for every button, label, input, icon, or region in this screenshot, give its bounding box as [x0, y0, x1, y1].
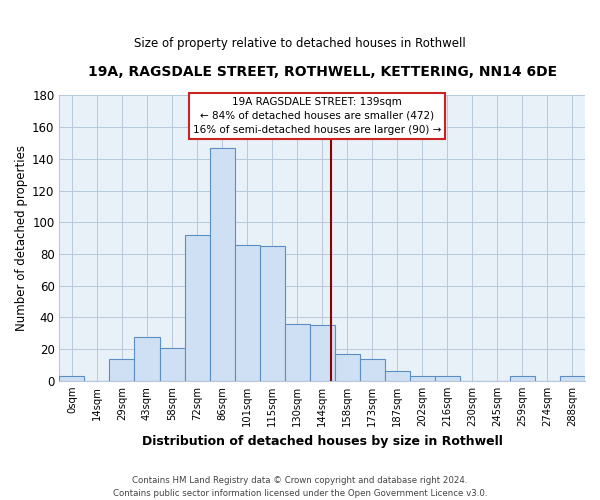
Bar: [284, 324, 310, 381]
Bar: [335, 354, 360, 381]
Bar: [260, 246, 284, 381]
Text: 19A RAGSDALE STREET: 139sqm
← 84% of detached houses are smaller (472)
16% of se: 19A RAGSDALE STREET: 139sqm ← 84% of det…: [193, 97, 441, 135]
Bar: [134, 336, 160, 381]
Text: Contains HM Land Registry data © Crown copyright and database right 2024.
Contai: Contains HM Land Registry data © Crown c…: [113, 476, 487, 498]
Bar: [59, 376, 85, 381]
Bar: [410, 376, 435, 381]
Bar: [435, 376, 460, 381]
Bar: [510, 376, 535, 381]
Bar: [185, 235, 209, 381]
Bar: [160, 348, 185, 381]
X-axis label: Distribution of detached houses by size in Rothwell: Distribution of detached houses by size …: [142, 434, 503, 448]
Bar: [310, 326, 335, 381]
Bar: [109, 358, 134, 381]
Bar: [360, 358, 385, 381]
Y-axis label: Number of detached properties: Number of detached properties: [15, 145, 28, 331]
Bar: [209, 148, 235, 381]
Title: 19A, RAGSDALE STREET, ROTHWELL, KETTERING, NN14 6DE: 19A, RAGSDALE STREET, ROTHWELL, KETTERIN…: [88, 65, 557, 79]
Bar: [385, 372, 410, 381]
Bar: [235, 244, 260, 381]
Text: Size of property relative to detached houses in Rothwell: Size of property relative to detached ho…: [134, 38, 466, 51]
Bar: [560, 376, 585, 381]
